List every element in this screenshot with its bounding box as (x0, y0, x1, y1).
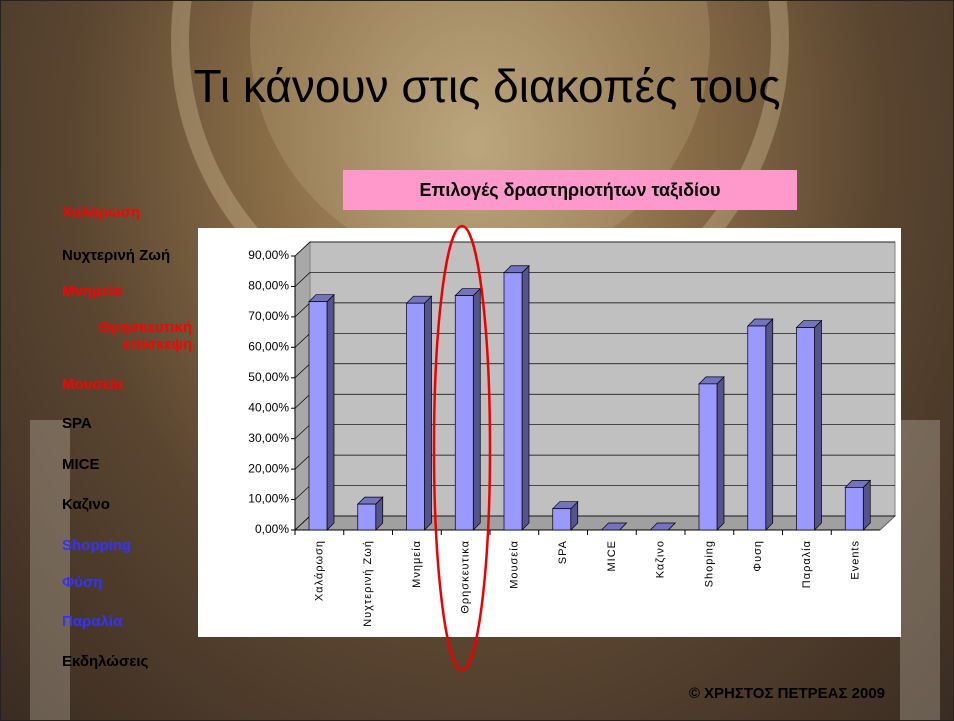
sidebar-item: Φύση (62, 574, 102, 591)
y-tick-label: 40,00% (248, 400, 289, 414)
sidebar-item: Εκδηλώσεις (62, 653, 148, 670)
bar-side (815, 321, 822, 530)
sidebar-item: SPA (62, 415, 92, 432)
bar (504, 273, 522, 530)
bar (845, 487, 863, 530)
x-tick-label: Χαλάρωση (313, 540, 325, 601)
bar-side (473, 289, 480, 530)
x-tick-label: Events (850, 540, 862, 580)
chart: Τι κάνουν στις διακοπές τους Επιλογές δρ… (0, 0, 954, 721)
y-tick-label: 70,00% (248, 309, 289, 323)
bar-side (766, 319, 773, 530)
y-tick-label: 10,00% (248, 492, 289, 506)
slide-title: Τι κάνουν στις διακοπές τους (193, 60, 780, 112)
bar (309, 302, 327, 530)
bar-side (863, 480, 870, 530)
bar-side (425, 296, 432, 530)
sidebar-item: Μνημεία (62, 283, 122, 300)
bar-side (522, 266, 529, 530)
bar (407, 303, 425, 530)
bar (797, 328, 815, 530)
bar (358, 504, 376, 530)
x-tick-label: Παραλία (801, 540, 813, 588)
sidebar-item: Χαλάρωση (62, 204, 140, 221)
x-tick-label: Shoping (703, 540, 715, 587)
bar-side (717, 377, 724, 530)
sidebar-item: Θρησκευτική επίσκεψη (62, 319, 192, 353)
bar-side (327, 295, 334, 530)
y-tick-label: 60,00% (248, 340, 289, 354)
sidebar-item: Μουσεία (62, 376, 123, 393)
column (900, 420, 940, 720)
y-tick-label: 0,00% (255, 522, 289, 536)
y-tick-label: 50,00% (248, 370, 289, 384)
sidebar-item: Shopping (62, 537, 131, 554)
bar (553, 509, 571, 530)
sidebar-item: Καζινο (62, 496, 110, 513)
x-tick-label: Νυχτερινή Ζωή (362, 540, 374, 627)
side-wall (295, 242, 310, 530)
footer: © ΧΡΗΣΤΟΣ ΠΕΤΡΕΑΣ 2009 (689, 685, 885, 702)
x-tick-label: Θρησκευτικα (460, 540, 472, 614)
y-tick-label: 90,00% (248, 248, 289, 262)
x-tick-label: Φυση (752, 540, 764, 572)
x-tick-label: MICE (606, 540, 618, 572)
sidebar-item: Νυχτερινή Ζωή (62, 247, 170, 264)
bar (699, 384, 717, 530)
y-tick-label: 80,00% (248, 279, 289, 293)
slide: Τι κάνουν στις διακοπές τους Επιλογές δρ… (0, 0, 954, 721)
sidebar-item: Παραλία (62, 613, 122, 630)
bar (455, 296, 473, 530)
chart-title: Επιλογές δραστηριοτήτων ταξιδίου (420, 180, 721, 201)
y-tick-label: 20,00% (248, 461, 289, 475)
x-tick-label: Μνημεία (411, 540, 423, 588)
bar (748, 326, 766, 530)
x-tick-label: Μουσεία (508, 540, 520, 589)
y-tick-label: 30,00% (248, 431, 289, 445)
x-tick-label: Καζινο (655, 540, 667, 578)
sidebar-item: MICE (62, 456, 100, 473)
x-tick-label: SPA (557, 540, 569, 564)
